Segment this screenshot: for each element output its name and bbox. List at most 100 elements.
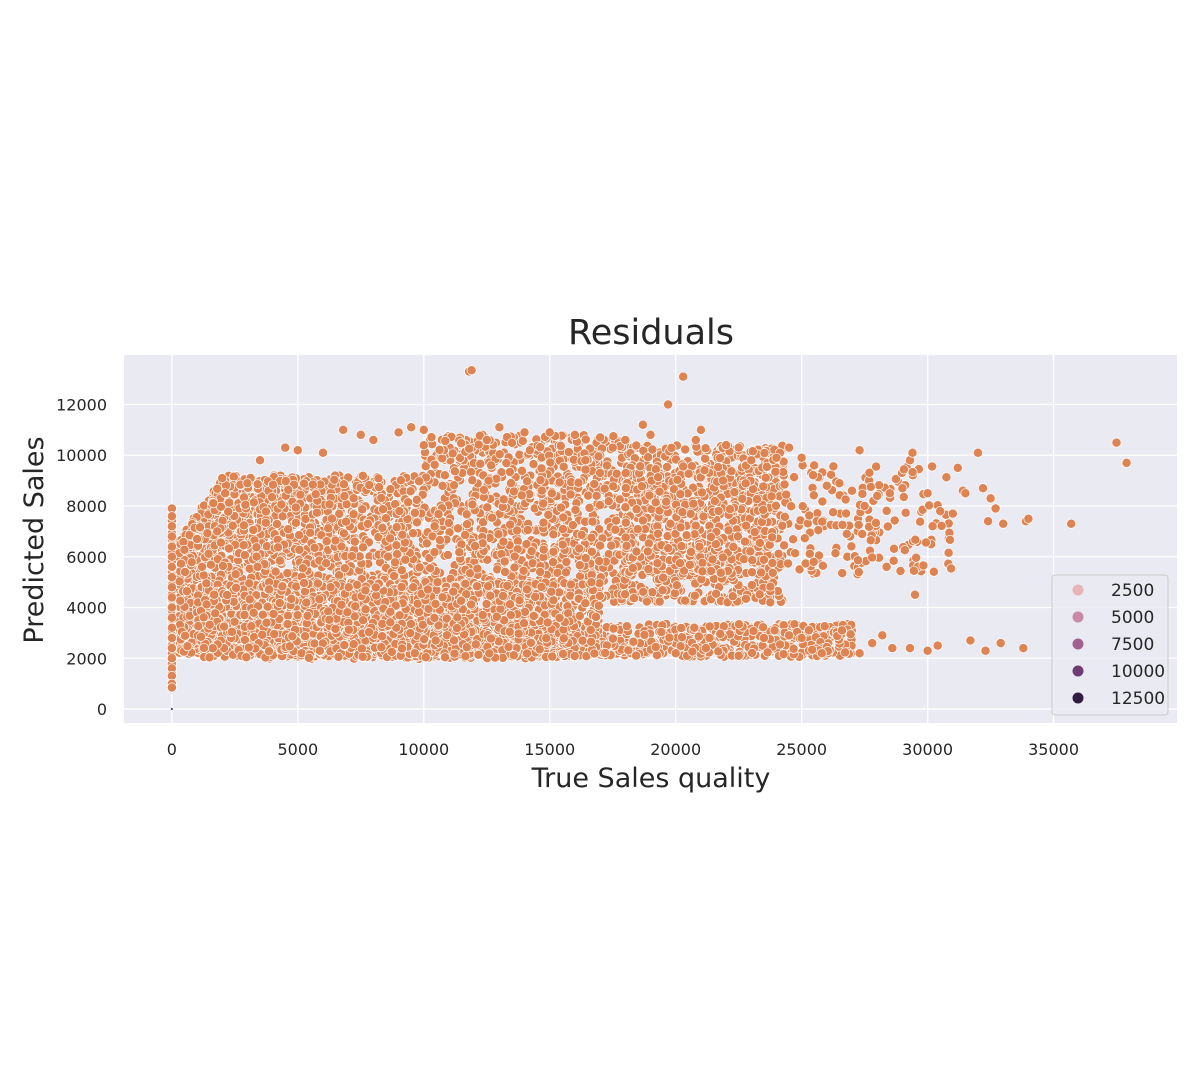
data-point	[346, 551, 357, 562]
data-point	[228, 471, 239, 482]
data-point	[599, 483, 610, 494]
data-point	[518, 565, 529, 576]
data-point	[928, 566, 939, 577]
data-point	[637, 515, 648, 526]
data-point	[239, 550, 250, 561]
data-point	[804, 548, 815, 559]
data-point	[846, 541, 857, 552]
data-point	[348, 493, 359, 504]
data-point	[433, 509, 444, 520]
data-point	[594, 556, 605, 567]
data-point	[697, 487, 707, 498]
data-point	[499, 556, 510, 567]
data-point	[509, 551, 520, 562]
data-point	[329, 474, 340, 485]
data-point	[881, 505, 892, 516]
data-point	[378, 504, 388, 515]
data-point	[357, 470, 368, 481]
data-point	[830, 548, 841, 559]
data-point	[865, 535, 876, 546]
data-point	[556, 502, 566, 513]
data-point	[946, 563, 957, 574]
data-point	[498, 494, 509, 505]
data-point	[705, 532, 716, 542]
data-point	[918, 560, 929, 571]
data-point	[754, 537, 765, 548]
data-point	[362, 518, 373, 529]
data-point	[546, 488, 557, 499]
data-point	[808, 470, 819, 481]
data-point	[857, 529, 868, 539]
data-point	[570, 504, 581, 515]
data-point	[790, 548, 801, 559]
data-point	[799, 533, 810, 544]
data-point	[728, 542, 739, 552]
data-point	[453, 523, 463, 534]
data-point	[752, 494, 762, 505]
data-point	[180, 630, 191, 641]
data-point	[439, 470, 450, 481]
data-point	[176, 558, 186, 569]
data-point	[327, 513, 337, 524]
data-point	[224, 543, 234, 554]
data-point	[294, 530, 305, 541]
data-point	[338, 479, 349, 490]
data-point	[779, 540, 790, 551]
data-point	[561, 567, 571, 578]
data-point	[853, 555, 863, 566]
data-point	[715, 567, 726, 578]
data-point	[675, 558, 685, 569]
data-point	[348, 509, 359, 520]
data-point	[654, 486, 665, 497]
data-point	[437, 480, 448, 491]
data-point	[195, 522, 205, 533]
data-point	[385, 533, 396, 544]
data-point	[706, 566, 716, 576]
data-point	[749, 527, 760, 538]
data-point	[175, 595, 186, 606]
data-point	[647, 587, 658, 598]
data-point	[652, 558, 663, 569]
data-point	[620, 502, 631, 513]
data-point	[837, 568, 848, 579]
data-point	[462, 519, 473, 530]
data-point	[381, 513, 391, 524]
data-point	[672, 474, 683, 485]
data-point	[385, 484, 396, 495]
data-point	[536, 463, 547, 474]
data-point	[671, 580, 682, 591]
data-point	[766, 491, 777, 502]
data-point	[857, 488, 868, 499]
chart-title: Residuals	[568, 313, 734, 353]
data-point	[765, 597, 776, 608]
data-point	[364, 480, 375, 491]
data-point	[349, 536, 360, 547]
data-point	[779, 479, 790, 490]
data-point	[936, 520, 947, 531]
data-point	[240, 499, 251, 510]
data-point	[653, 528, 663, 539]
data-point	[587, 516, 598, 527]
data-point	[747, 446, 758, 457]
data-point	[252, 479, 263, 490]
data-point	[414, 476, 425, 487]
data-point	[573, 477, 584, 488]
data-point	[374, 482, 385, 493]
data-point	[927, 461, 938, 472]
data-point	[208, 498, 219, 509]
data-point	[717, 552, 728, 563]
data-point	[464, 443, 475, 454]
data-point	[808, 490, 819, 501]
data-point	[295, 489, 306, 500]
data-point	[227, 520, 238, 531]
data-point	[565, 489, 576, 500]
data-point	[680, 444, 691, 455]
data-point	[408, 528, 418, 539]
data-point	[505, 467, 515, 477]
data-point	[758, 481, 769, 492]
data-point	[392, 549, 403, 560]
data-point	[238, 540, 249, 551]
data-point	[689, 590, 700, 601]
data-point	[813, 525, 824, 536]
data-point	[574, 543, 585, 554]
